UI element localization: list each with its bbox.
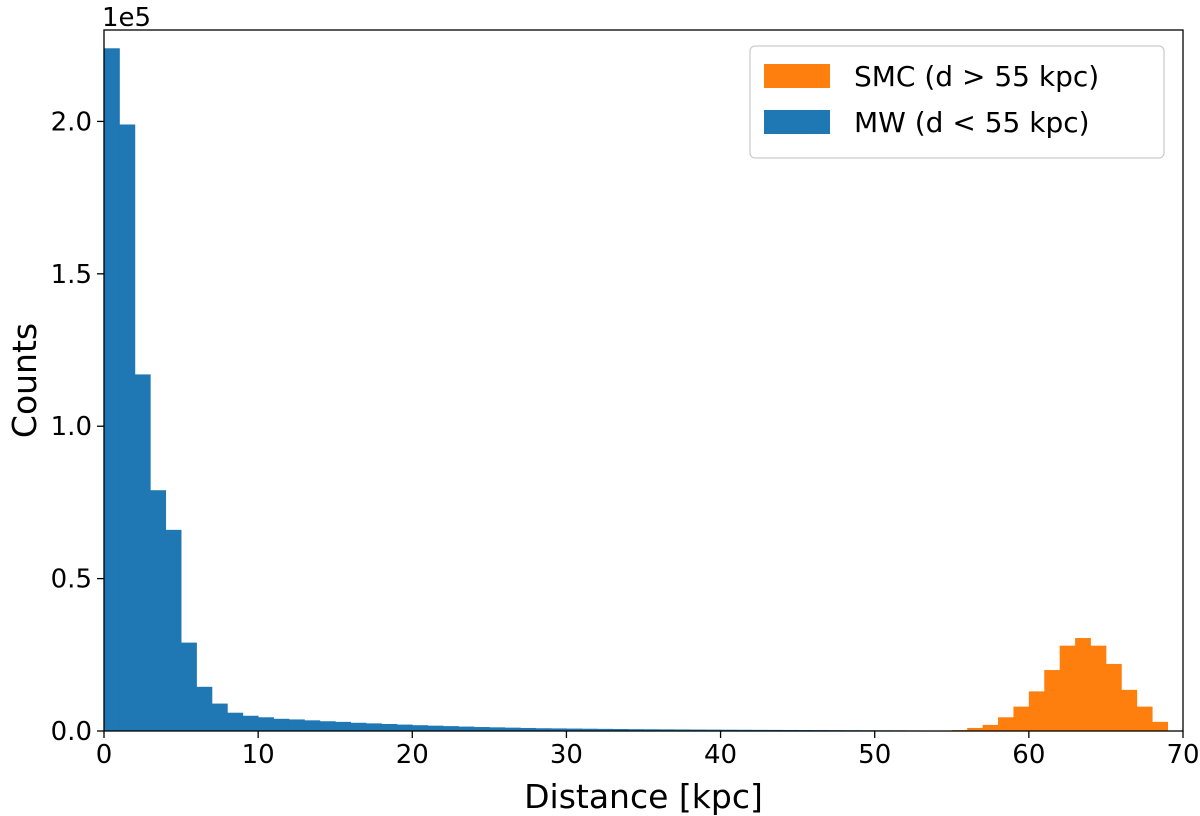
mw-bar [689,729,706,731]
mw-bar [381,723,398,731]
y-tick-label: 1.0 [51,412,92,442]
mw-bar [443,726,459,731]
legend-label-mw: MW (d < 55 kpc) [854,106,1090,139]
smc-bar [967,727,984,731]
x-tick-label: 40 [704,740,737,770]
mw-bar [288,719,305,731]
legend: SMC (d > 55 kpc) MW (d < 55 kpc) [749,45,1165,159]
mw-bar [458,726,475,731]
mw-bar [350,722,367,731]
mw-bar [566,728,583,731]
smc-bar [982,724,999,731]
y-tick-label: 2.0 [51,107,92,137]
y-axis-ticks: 0.0 0.5 1.0 1.5 2.0 [51,107,104,747]
mw-bar [211,703,228,731]
axes-frame [103,29,1184,732]
mw-bar [366,723,382,731]
mw-bar [658,729,675,731]
smc-bar [1090,645,1107,731]
legend-swatch-smc [764,64,830,88]
x-axis-ticks: 0 10 20 30 40 50 60 70 [96,731,1200,770]
mw-bar [273,718,290,731]
smc-bar [1013,706,1030,731]
smc-bar [1136,706,1153,731]
smc-bar [1028,691,1045,731]
x-tick-label: 0 [96,740,113,770]
mw-bar [597,728,614,731]
mw-bar [396,724,413,731]
mw-bar [535,728,552,731]
mw-bar [705,729,721,731]
smc-bar [1121,689,1138,731]
x-tick-label: 30 [550,740,583,770]
mw-bar [504,727,521,731]
mw-bar [520,727,536,731]
x-tick-label: 60 [1012,740,1045,770]
mw-bar [119,124,136,731]
mw-bar [196,686,213,731]
mw-bar [674,729,691,731]
mw-bar [581,728,598,731]
mw-bar [335,721,352,731]
smc-bar [998,717,1014,731]
mw-bar [643,729,660,731]
legend-label-smc: SMC (d > 55 kpc) [854,60,1099,93]
mw-bar [304,720,321,731]
legend-box [749,45,1165,159]
x-tick-label: 20 [396,740,429,770]
smc-bar [1105,663,1122,731]
mw-bar [242,715,259,731]
mw-bar [258,717,274,731]
bars-layer [104,48,1168,731]
x-tick-label: 70 [1166,740,1199,770]
y-axis-offset-label: 1e5 [102,3,151,33]
mw-bar [628,729,644,731]
x-tick-label: 10 [242,740,275,770]
y-tick-label: 0.5 [51,565,92,595]
mw-bar [165,529,182,731]
mw-bar [551,728,567,731]
smc-bar [1044,670,1061,731]
mw-bar [319,721,336,731]
mw-bar [612,729,629,731]
x-tick-label: 50 [858,740,891,770]
y-axis-label: Counts [5,323,44,438]
mw-bar [104,48,120,731]
mw-bar [427,725,444,731]
mw-bar [134,374,151,731]
smc-bar [1059,645,1076,731]
x-axis-label: Distance [kpc] [524,777,763,816]
mw-bar [412,725,429,731]
mw-bar [227,712,244,731]
smc-bar [1075,638,1091,731]
smc-bar [1152,721,1168,731]
mw-bar [473,727,490,731]
mw-bar [489,727,506,731]
y-tick-label: 0.0 [51,717,92,747]
mw-bar [181,642,197,731]
mw-bar [150,490,167,731]
legend-swatch-mw [764,110,830,134]
y-tick-label: 1.5 [51,260,92,290]
